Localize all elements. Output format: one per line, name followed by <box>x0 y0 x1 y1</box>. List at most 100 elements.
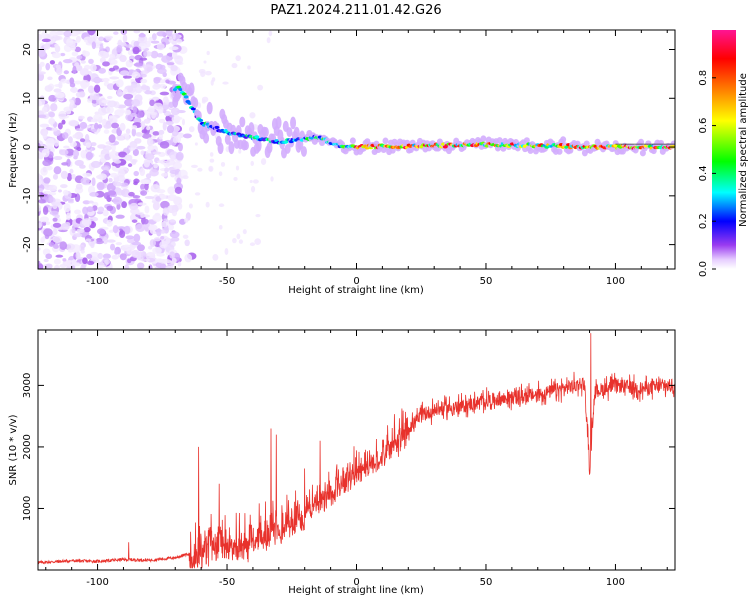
spectrogram-noise-cell <box>49 30 58 38</box>
spectrogram-noise-cell <box>74 209 81 215</box>
spectrogram-noise-cell <box>91 177 96 187</box>
spectrogram-noise-cell <box>123 244 131 249</box>
spectrogram-noise-cell <box>110 59 118 65</box>
spectrogram-noise-cell <box>169 219 176 223</box>
spectrogram-noise-cell <box>105 105 114 114</box>
spectrogram-noise-cell <box>167 194 177 202</box>
spectrogram-noise-cell <box>116 79 124 88</box>
spectrogram-noise-cell <box>119 70 130 76</box>
spectrogram-noise-cell <box>134 138 142 144</box>
spectrogram-noise-cell <box>125 44 134 48</box>
spectrogram-noise-cell <box>110 243 116 251</box>
spectrogram-ridge-halo <box>275 116 282 129</box>
spectrogram-noise-cell <box>238 148 242 154</box>
spectrogram-noise-cell <box>71 227 76 234</box>
spectrogram-noise-cell <box>58 110 67 120</box>
spectrogram-ytick-label: -10 <box>22 188 33 204</box>
spectrogram-ridge-cell <box>254 135 260 139</box>
spectrogram-ridge-halo <box>523 137 530 144</box>
spectrogram-noise-cell <box>65 243 76 250</box>
spectrogram-noise-cell <box>91 41 97 50</box>
spectrogram-noise-cell <box>147 245 153 250</box>
spectrogram-noise-cell <box>69 168 74 174</box>
spectrogram-noise-cell <box>71 51 78 57</box>
spectrogram-noise-cell <box>53 88 62 93</box>
spectrogram-noise-cell <box>39 61 45 67</box>
spectrogram-noise-cell <box>122 34 128 43</box>
spectrogram-xlabel: Height of straight line (km) <box>288 285 424 296</box>
spectrogram-noise-cell <box>150 40 160 44</box>
spectrogram-noise-cell <box>169 114 175 118</box>
spectrogram-noise-cell <box>45 263 53 269</box>
spectrogram-noise-cell <box>124 264 130 269</box>
spectrogram-noise-cell <box>165 79 170 84</box>
spectrogram-noise-cell <box>74 159 84 166</box>
spectrogram-noise-cell <box>69 141 78 148</box>
spectrogram-noise-cell <box>125 128 131 135</box>
spectrogram-noise-cell <box>42 190 52 195</box>
spectrogram-noise-cell <box>209 158 215 163</box>
spectrogram-noise-cell <box>249 179 253 184</box>
spectrogram-ridge-halo <box>248 122 255 135</box>
spectrogram-noise-cell <box>147 144 155 151</box>
spectrogram-noise-cell <box>140 85 149 90</box>
spectrogram-noise-cell <box>152 213 162 222</box>
spectrogram-noise-cell <box>88 216 99 222</box>
spectrogram-noise-cell <box>83 226 91 233</box>
spectrogram-noise-cell <box>146 252 155 256</box>
spectrogram-noise-cell <box>235 165 240 171</box>
spectrogram-noise-cell <box>103 129 110 134</box>
spectrogram-noise-cell <box>107 190 117 196</box>
spectrogram-noise-cell <box>268 30 273 37</box>
spectrogram-noise-cell <box>159 141 170 149</box>
spectrogram-noise-cell <box>53 155 63 161</box>
spectrogram-noise-cell <box>111 144 116 152</box>
spectrogram-noise-cell <box>157 160 167 164</box>
spectrogram-noise-cell <box>41 38 51 43</box>
spectrogram-ytick-label: -20 <box>22 236 33 252</box>
spectrogram-noise-cell <box>42 159 52 167</box>
spectrogram-noise-cell <box>136 244 145 252</box>
spectrogram-noise-cell <box>49 60 56 65</box>
spectrogram-noise-cell <box>123 93 134 100</box>
spectrogram-noise-cell <box>38 204 42 212</box>
spectrogram-noise-cell <box>75 35 81 43</box>
spectrogram-noise-cell <box>184 217 189 223</box>
spectrogram-noise-cell <box>140 150 145 156</box>
spectrogram-ridge-halo <box>300 146 307 157</box>
spectrogram-noise-cell <box>135 223 146 233</box>
spectrogram-noise-cell <box>79 91 86 98</box>
spectrogram-xtick-label: -50 <box>219 276 235 287</box>
spectrogram-noise-cell <box>54 43 59 48</box>
spectrogram-noise-cell <box>206 50 210 56</box>
spectrogram-noise-cell <box>135 132 144 137</box>
spectrogram-ridge-halo <box>192 97 199 109</box>
spectrogram-noise-cell <box>231 63 238 69</box>
spectrogram-noise-cell <box>131 127 137 137</box>
spectrogram-noise-cell <box>38 49 46 57</box>
spectrogram-noise-cell <box>119 253 127 261</box>
spectrogram-noise-cell <box>159 194 167 200</box>
spectrogram-noise-cell <box>66 173 73 182</box>
spectrogram-noise-cell <box>74 97 81 106</box>
spectrogram-noise-cell <box>197 167 203 172</box>
spectrogram-noise-cell <box>53 35 63 41</box>
spectrogram-noise-cell <box>162 207 170 216</box>
spectrogram-noise-cell <box>138 33 146 38</box>
spectrogram-noise-cell <box>112 196 123 205</box>
spectrogram-noise-cell <box>60 52 66 57</box>
spectrogram-ridge-halo <box>262 126 269 138</box>
spectrogram-noise-cell <box>162 259 172 264</box>
spectrogram-noise-cell <box>94 122 99 131</box>
spectrogram-noise-cell <box>63 145 70 149</box>
spectrogram-noise-cell <box>61 119 66 125</box>
spectrogram-noise-cell <box>160 229 166 234</box>
spectrogram-noise-cell <box>114 249 119 255</box>
spectrogram-noise-cell <box>80 149 87 159</box>
spectrogram-noise-cell <box>144 182 149 191</box>
spectrogram-noise-cell <box>38 114 47 119</box>
spectrogram-noise-cell <box>257 84 264 91</box>
spectrogram-noise-cell <box>124 154 133 161</box>
spectrogram-noise-cell <box>82 218 92 227</box>
spectrogram-noise-cell <box>159 240 168 249</box>
